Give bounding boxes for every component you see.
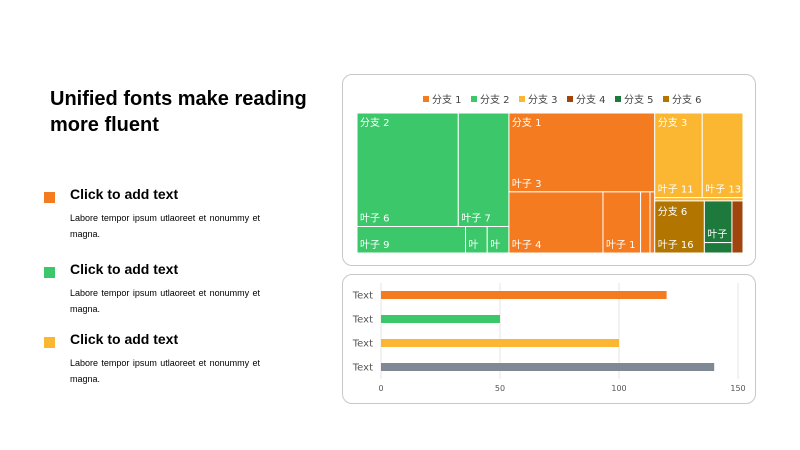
treemap-leaf bbox=[731, 200, 744, 254]
treemap-label: 叶 bbox=[490, 239, 500, 251]
treemap-label: 分支 1 bbox=[512, 117, 542, 129]
legend-swatch bbox=[519, 96, 525, 102]
treemap-leaf bbox=[701, 112, 744, 199]
bar-chart-panel[interactable]: 0 50 100 150 Text Text Text Text bbox=[342, 274, 756, 404]
treemap-leaf bbox=[356, 226, 467, 254]
treemap-label: 分支 3 bbox=[658, 117, 688, 129]
treemap-chart-panel[interactable]: 分支 1 分支 2 分支 3 分支 4 分支 5 分支 6 叶子 6 叶子 7 叶子 9 叶叶分支… bbox=[342, 74, 756, 266]
legend-label: 分支 1 bbox=[432, 94, 462, 106]
category-label: Text bbox=[352, 291, 373, 302]
category-label: Text bbox=[352, 315, 373, 326]
page-title: Unified fonts make reading more fluent bbox=[50, 88, 307, 136]
legend-swatch bbox=[423, 96, 429, 102]
treemap-label: 叶子 11 bbox=[658, 184, 694, 196]
legend-swatch bbox=[471, 96, 477, 102]
legend-label: 分支 3 bbox=[528, 94, 558, 106]
treemap-label: 叶子 9 bbox=[360, 239, 390, 251]
x-tick-label: 150 bbox=[730, 384, 745, 393]
treemap-leaf bbox=[703, 242, 733, 254]
bar bbox=[381, 363, 715, 371]
legend-swatch bbox=[615, 96, 621, 102]
treemap-chart: 分支 1 分支 2 分支 3 分支 4 分支 5 分支 6叶子 6 叶子 7叶子 9 叶叶分支… bbox=[356, 94, 744, 254]
treemap-label: 分支 2 bbox=[360, 117, 390, 129]
treemap-leaf bbox=[508, 191, 604, 254]
treemap-leaf bbox=[457, 112, 510, 228]
treemap-branch bbox=[731, 200, 744, 254]
item-heading[interactable]: Click to add text bbox=[70, 331, 179, 347]
item-body[interactable]: Labore tempor ipsum utlaoreet et nonummy… bbox=[70, 358, 260, 384]
yellow-marker bbox=[44, 337, 55, 348]
treemap-label: 叶子 1 bbox=[606, 239, 636, 251]
legend-label: 分支 5 bbox=[624, 94, 654, 106]
bar bbox=[381, 339, 619, 347]
treemap-label: 叶子 4 bbox=[512, 239, 542, 251]
orange-marker bbox=[44, 192, 55, 203]
treemap-leaf bbox=[654, 200, 705, 254]
bar bbox=[381, 315, 500, 323]
x-tick-label: 50 bbox=[495, 384, 505, 393]
treemap-leaf bbox=[356, 112, 459, 228]
item-heading[interactable]: Click to add text bbox=[70, 261, 179, 277]
bar-chart: 0 50 100 150 Text Text Text Text bbox=[352, 283, 746, 393]
item-heading[interactable]: Click to add text bbox=[70, 186, 179, 202]
treemap-branch: 叶子 15 bbox=[703, 200, 743, 254]
legend-swatch bbox=[567, 96, 573, 102]
treemap-label: 叶子 7 bbox=[461, 213, 491, 225]
green-marker bbox=[44, 267, 55, 278]
legend-label: 分支 4 bbox=[576, 94, 606, 106]
treemap-label: 叶子 3 bbox=[512, 178, 542, 190]
x-tick-label: 0 bbox=[378, 384, 383, 393]
treemap-label: 叶 bbox=[469, 239, 479, 251]
treemap-leaf bbox=[649, 191, 656, 254]
bar bbox=[381, 291, 667, 299]
treemap-label: 叶子 13 bbox=[705, 184, 741, 196]
treemap-branch: 叶子 6 叶子 7 叶子 9 叶叶 分支 2 bbox=[356, 112, 510, 254]
treemap-branch: 叶子 11 叶子 13 分支 3 bbox=[654, 112, 744, 202]
treemap-label: 叶子 16 bbox=[658, 239, 694, 251]
legend-label: 分支 2 bbox=[480, 94, 510, 106]
treemap-leaf bbox=[640, 191, 651, 254]
legend-label: 分支 6 bbox=[672, 94, 702, 106]
treemap-branch: 叶子 3 叶子 4 叶子 1 分支 1 bbox=[508, 112, 656, 254]
treemap-label: 叶子 6 bbox=[360, 213, 390, 225]
item-body[interactable]: Labore tempor ipsum utlaoreet et nonummy… bbox=[70, 288, 260, 314]
x-tick-label: 100 bbox=[611, 384, 626, 393]
treemap-label: 分支 6 bbox=[658, 206, 688, 218]
category-label: Text bbox=[352, 363, 373, 374]
item-body[interactable]: Labore tempor ipsum utlaoreet et nonummy… bbox=[70, 213, 260, 239]
treemap-branch: 叶子 16 分支 6 bbox=[654, 200, 705, 254]
legend-swatch bbox=[663, 96, 669, 102]
category-label: Text bbox=[352, 339, 373, 350]
